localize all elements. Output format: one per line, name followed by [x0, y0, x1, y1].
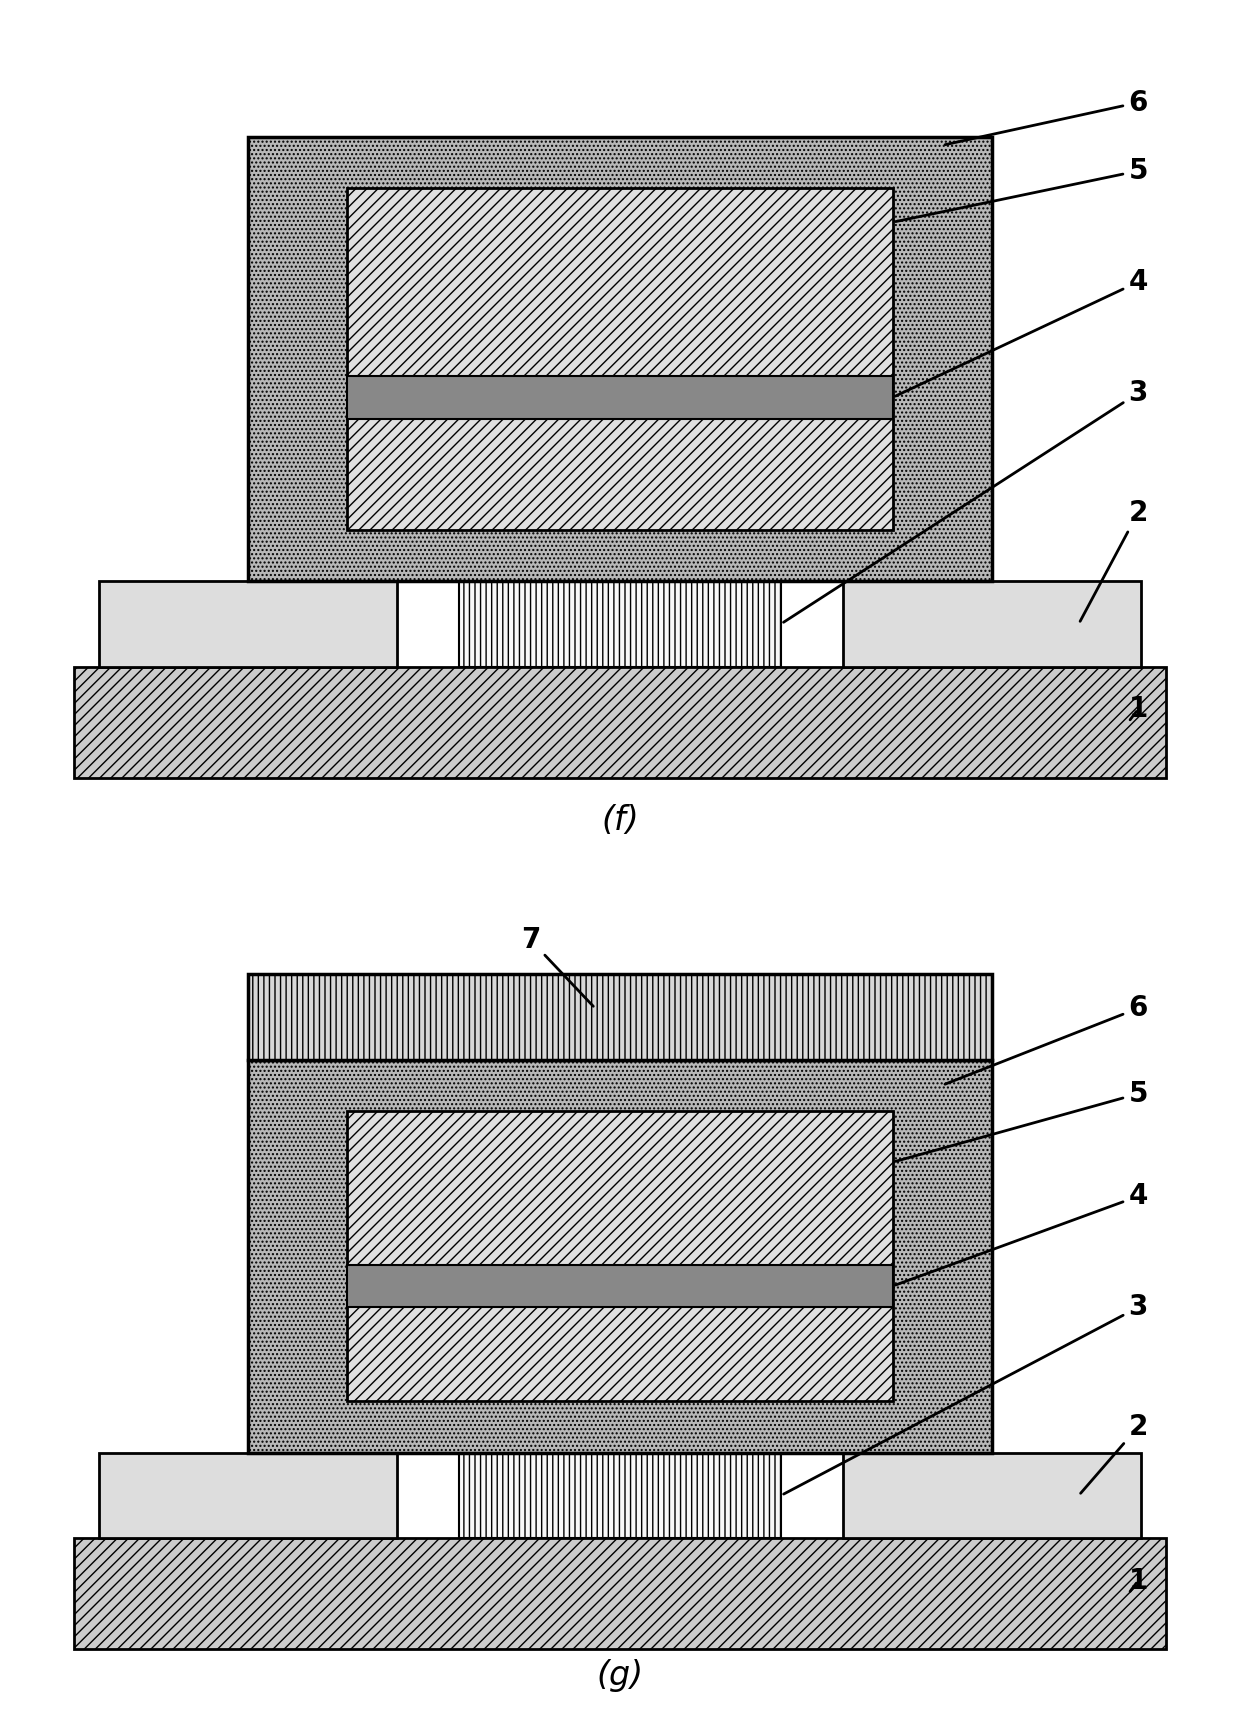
Bar — [248, 974, 992, 1060]
Bar — [347, 1265, 893, 1307]
Bar — [248, 1060, 992, 1453]
Text: 5: 5 — [895, 157, 1148, 222]
Bar — [843, 581, 1141, 667]
Text: 6: 6 — [945, 89, 1148, 145]
Bar — [99, 1453, 397, 1538]
Bar — [459, 581, 781, 667]
Text: 2: 2 — [1080, 1413, 1148, 1494]
Bar — [347, 188, 893, 530]
Text: 2: 2 — [1080, 499, 1148, 622]
Text: 3: 3 — [784, 1294, 1148, 1494]
Text: 6: 6 — [945, 995, 1148, 1084]
Text: 3: 3 — [784, 379, 1148, 622]
Text: 4: 4 — [895, 268, 1148, 396]
Text: 4: 4 — [895, 1183, 1148, 1285]
Text: (f): (f) — [601, 805, 639, 837]
Bar — [843, 1453, 1141, 1538]
Bar — [459, 1453, 781, 1538]
Text: 1: 1 — [1128, 1567, 1148, 1594]
Bar — [248, 137, 992, 581]
Bar — [347, 1111, 893, 1401]
Bar — [99, 581, 397, 667]
Text: 5: 5 — [895, 1080, 1148, 1162]
Text: 1: 1 — [1128, 696, 1148, 723]
Bar — [74, 1538, 1166, 1649]
Text: 7: 7 — [521, 926, 593, 1007]
Text: (g): (g) — [596, 1659, 644, 1692]
Bar — [347, 376, 893, 419]
Bar — [74, 667, 1166, 778]
